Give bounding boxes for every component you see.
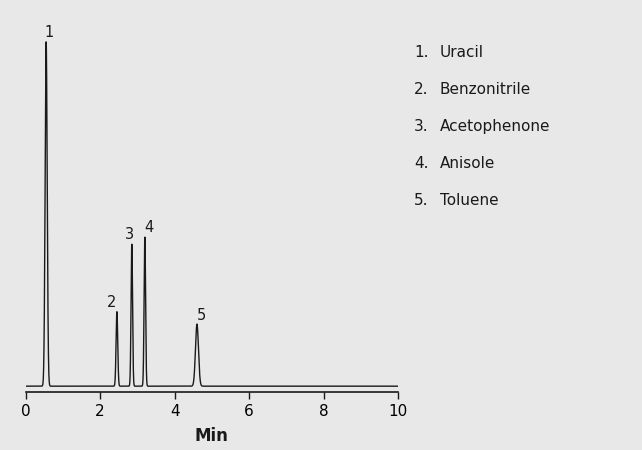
Text: 4.: 4. bbox=[414, 156, 429, 171]
Text: Uracil: Uracil bbox=[440, 45, 484, 60]
Text: 3.: 3. bbox=[414, 119, 429, 134]
Text: Acetophenone: Acetophenone bbox=[440, 119, 550, 134]
Text: 2.: 2. bbox=[414, 82, 429, 97]
Text: 1.: 1. bbox=[414, 45, 429, 60]
Text: Anisole: Anisole bbox=[440, 156, 495, 171]
Text: 5.: 5. bbox=[414, 193, 429, 207]
Text: 1: 1 bbox=[44, 25, 53, 40]
Text: Benzonitrile: Benzonitrile bbox=[440, 82, 531, 97]
Text: 5: 5 bbox=[197, 308, 206, 323]
Text: Toluene: Toluene bbox=[440, 193, 498, 207]
X-axis label: Min: Min bbox=[195, 428, 229, 446]
Text: 4: 4 bbox=[144, 220, 153, 235]
Text: 3: 3 bbox=[125, 227, 134, 243]
Text: 2: 2 bbox=[107, 295, 116, 310]
